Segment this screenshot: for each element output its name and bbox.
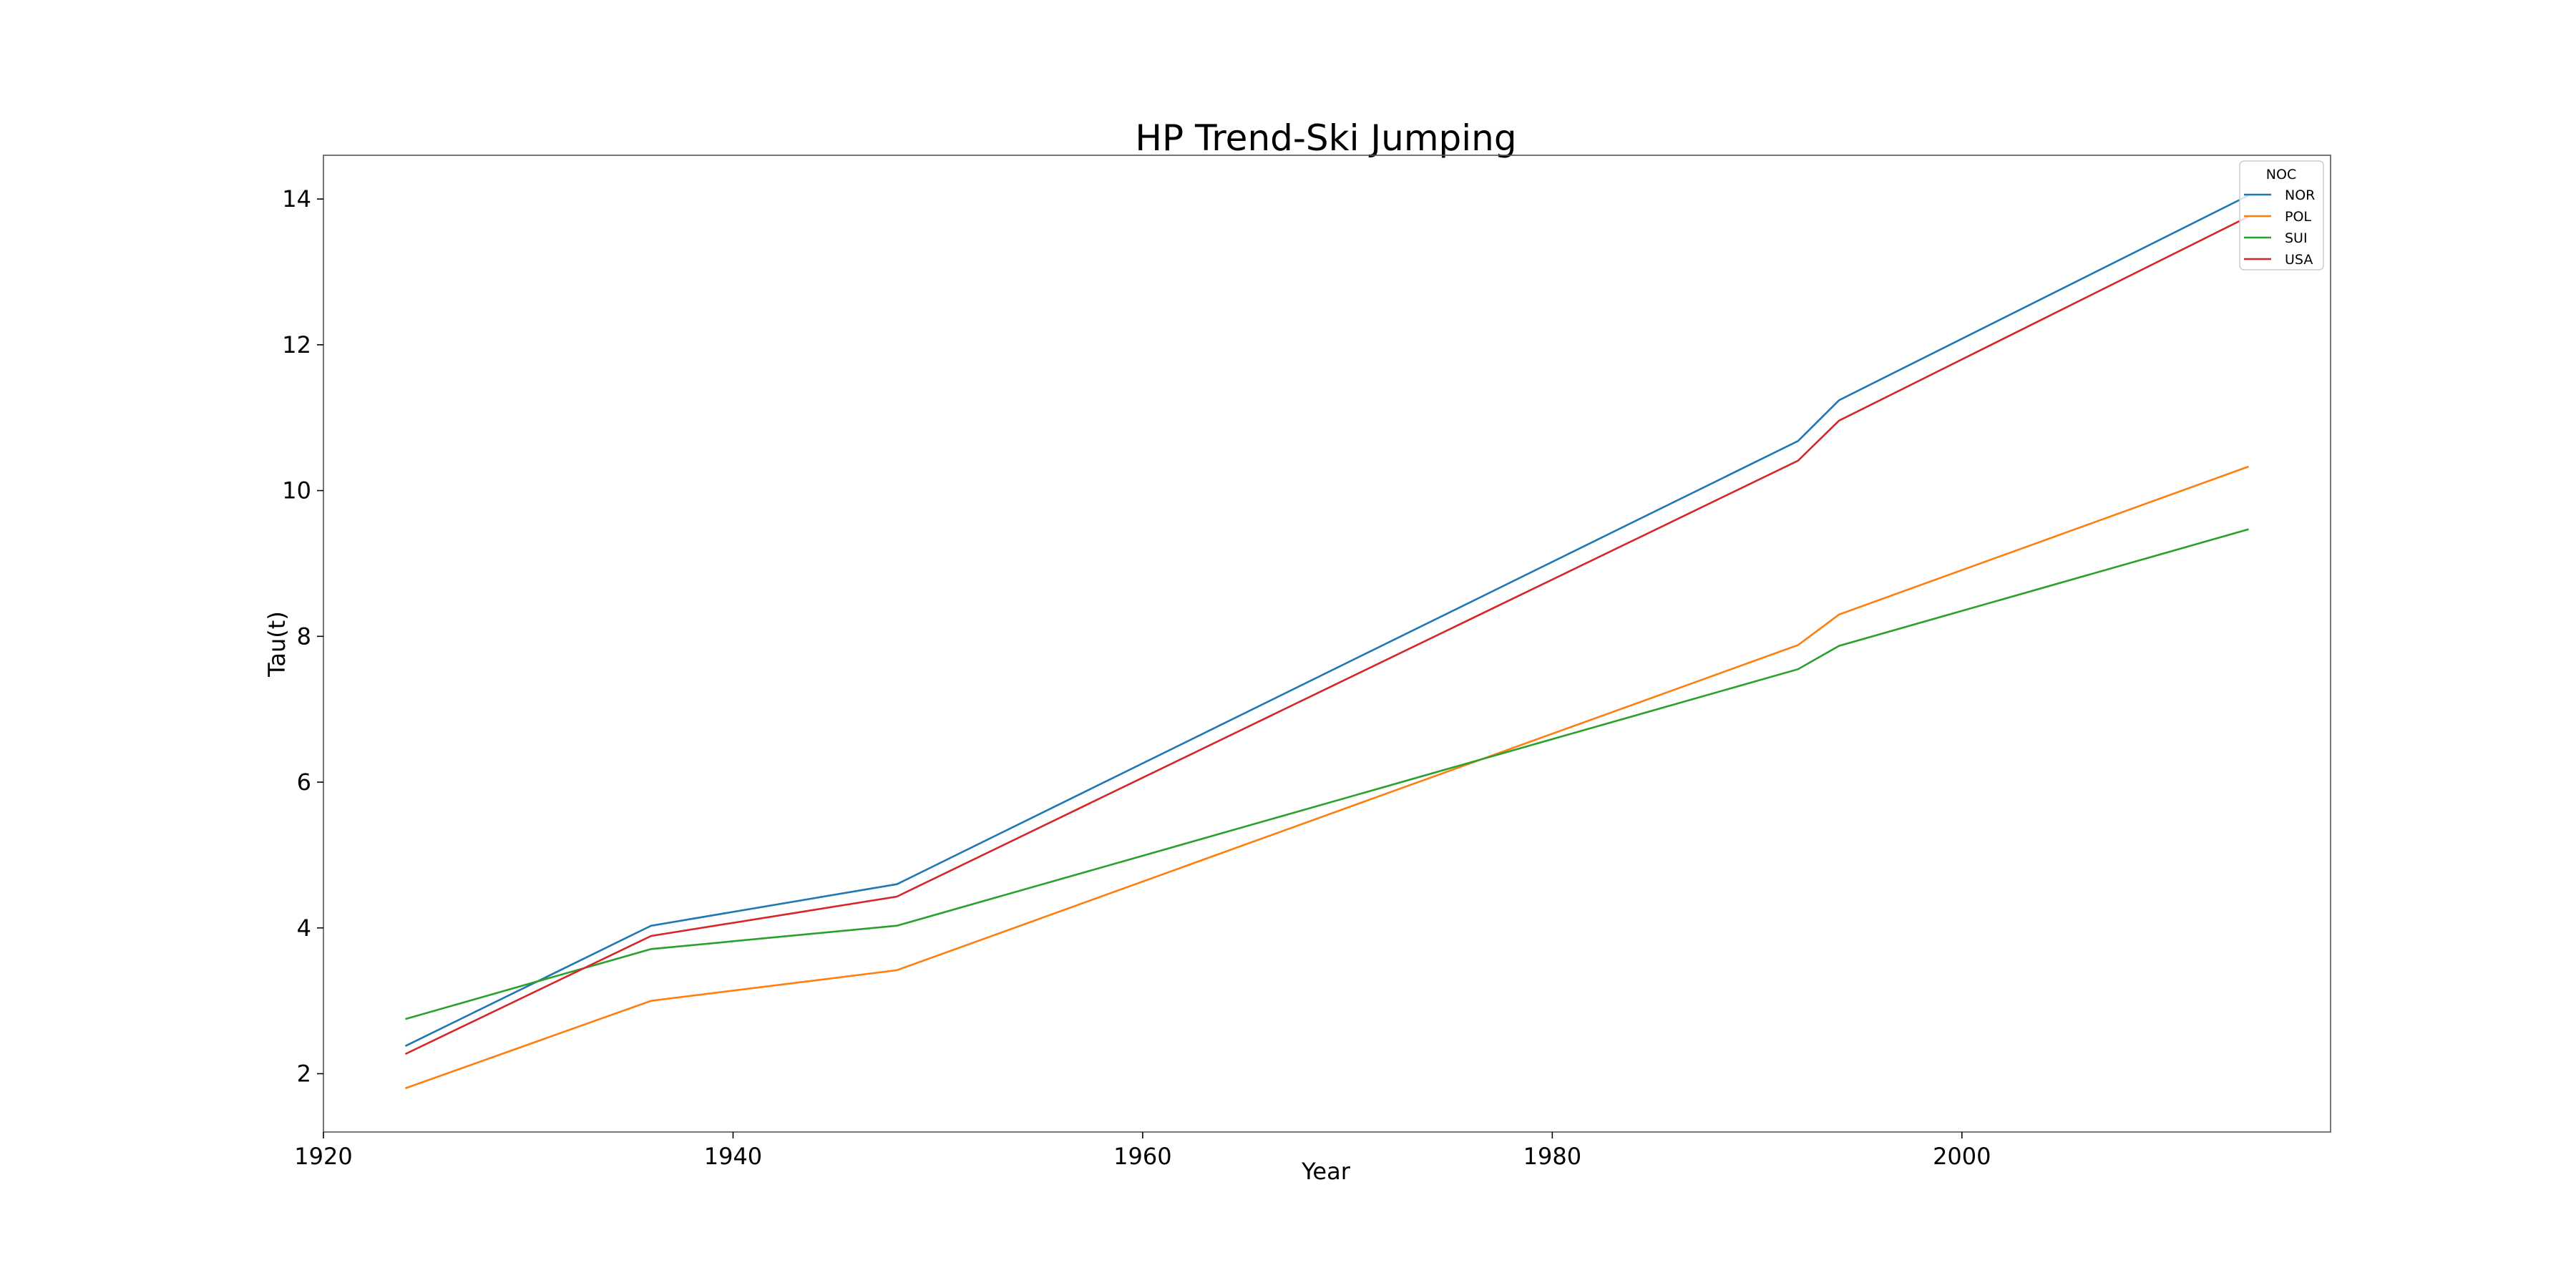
y-axis: 2 4 6 8 10 12 14: [282, 185, 323, 1088]
y-tick-label: 2: [297, 1060, 311, 1088]
series-line-nor: [404, 194, 2250, 1047]
x-tick-label: 1960: [1113, 1143, 1171, 1170]
series-line-sui: [405, 528, 2249, 1020]
legend-label: POL: [2285, 209, 2311, 225]
y-tick-label: 4: [297, 914, 311, 942]
y-tick-label: 10: [282, 477, 311, 504]
x-axis: 1920 1940 1960 1980 2000: [294, 1132, 1991, 1170]
legend-box: [2239, 160, 2324, 270]
y-tick-label: 14: [282, 185, 311, 213]
y-tick-label: 6: [297, 769, 311, 796]
legend: NOC NOR POL SUI USA: [2239, 160, 2324, 270]
x-axis-label: Year: [1301, 1158, 1351, 1185]
legend-title: NOC: [2266, 167, 2296, 182]
legend-label: NOR: [2285, 187, 2315, 203]
x-tick-label: 1940: [704, 1143, 762, 1170]
series-line-pol: [405, 465, 2249, 1090]
series-lines: [404, 194, 2250, 1090]
series-line-usa: [404, 215, 2250, 1055]
y-axis-label: Tau(t): [263, 611, 291, 678]
legend-label: SUI: [2285, 230, 2308, 246]
x-tick-label: 1920: [294, 1143, 352, 1170]
plot-frame: [323, 155, 2331, 1133]
legend-label: USA: [2285, 252, 2313, 268]
y-tick-label: 12: [282, 331, 311, 358]
chart-title: HP Trend-Ski Jumping: [1135, 117, 1516, 159]
legend-items: NOR POL SUI USA: [2244, 187, 2315, 268]
x-tick-label: 1980: [1523, 1143, 1581, 1170]
y-tick-label: 8: [297, 623, 311, 650]
x-tick-label: 2000: [1933, 1143, 1991, 1170]
